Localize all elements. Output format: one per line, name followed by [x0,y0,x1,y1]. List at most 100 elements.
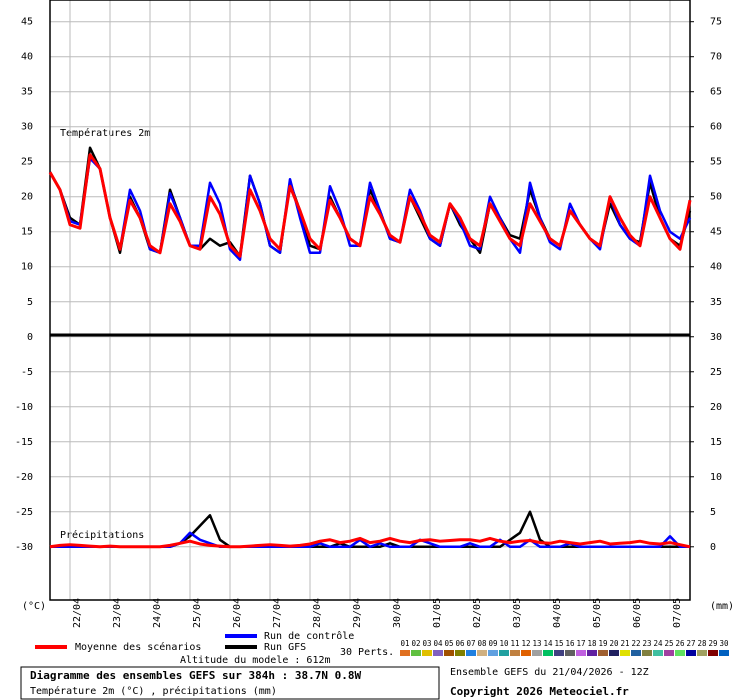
x-tick-label: 27/04 [272,598,283,628]
y-tick-label: 20 [21,192,33,203]
y2-tick-label: 40 [710,262,722,273]
y-tick-label: 0 [27,332,33,343]
y2-tick-label: 50 [710,192,722,203]
x-tick-label: 03/05 [512,598,523,628]
pert-label: 01 [400,639,409,648]
pert-swatch [543,650,553,656]
x-tick-label: 02/05 [472,598,483,628]
pert-swatch [642,650,652,656]
pert-swatch [532,650,542,656]
pert-label: 13 [532,639,541,648]
y2-unit: (mm) [710,601,734,612]
pert-label: 05 [444,639,453,648]
y-tick-label: 10 [21,262,33,273]
y-tick-label: -30 [15,542,33,553]
pert-swatch [565,650,575,656]
footer-box [20,666,440,700]
pert-swatch [609,650,619,656]
pert-label: 12 [521,639,530,648]
y-unit: (°C) [22,601,46,612]
pert-label: 26 [675,639,685,648]
pert-swatch [664,650,674,656]
legend-label: Run GFS [264,642,306,653]
x-tick-label: 30/04 [392,598,403,628]
x-tick-label: 25/04 [192,598,203,628]
pert-label: 24 [653,639,663,648]
y2-tick-label: 70 [710,52,722,63]
pert-label: 07 [466,639,475,648]
temperature-line [48,153,692,258]
pert-label: 15 [554,639,563,648]
pert-swatch [521,650,531,656]
y-tick-label: 30 [21,122,33,133]
precip-line [49,536,691,549]
pert-label: 25 [664,639,673,648]
pert-label: 18 [587,639,597,648]
pert-swatch [631,650,641,656]
footer-title: Diagramme des ensembles GEFS sur 384h : … [30,669,362,682]
y2-tick-label: 45 [710,227,722,238]
pert-label: 03 [422,639,431,648]
legend-label: Run de contrôle [264,630,354,642]
pert-swatch [444,650,454,656]
pert-label: 29 [708,639,717,648]
y-tick-label: 35 [21,87,33,98]
plot-frame [49,0,691,601]
y-tick-label: 15 [21,227,33,238]
pert-label: 28 [697,639,707,648]
pert-label: 30 [719,639,729,648]
pert-swatch [598,650,608,656]
pert-label: 21 [620,639,629,648]
y2-tick-label: 65 [710,87,722,98]
y2-tick-label: 75 [710,17,722,28]
x-tick-label: 07/05 [672,598,683,628]
pert-swatch [488,650,498,656]
x-tick-label: 28/04 [312,598,323,628]
x-tick-label: 06/05 [632,598,643,628]
y2-tick-label: 25 [710,367,722,378]
temp-label: Températures 2m [60,127,150,139]
pert-swatch [433,650,443,656]
pert-swatch [653,650,663,656]
pert-swatch [554,650,564,656]
altitude: Altitude du modele : 612m [180,655,331,666]
pert-swatch [499,650,509,656]
y2-tick-label: 5 [710,507,716,518]
y-tick-label: -10 [15,402,33,413]
pert-swatch [422,650,432,656]
pert-label: 17 [576,639,585,648]
perts-label: 30 Perts. [340,647,394,658]
pert-swatch [719,650,729,656]
y-tick-label: 40 [21,52,33,63]
x-tick-label: 24/04 [152,598,163,628]
pert-swatch [510,650,520,656]
y2-tick-label: 60 [710,122,722,133]
pert-label: 14 [543,639,553,648]
y-tick-label: 5 [27,297,33,308]
pert-label: 11 [510,639,519,648]
y2-tick-label: 30 [710,332,722,343]
y-tick-label: 45 [21,17,33,28]
y-tick-label: 25 [21,157,33,168]
pert-swatch [466,650,476,656]
y-tick-label: -15 [15,437,33,448]
pert-label: 16 [565,639,575,648]
y2-tick-label: 10 [710,472,722,483]
pert-swatch [587,650,597,656]
y2-tick-label: 0 [710,542,716,553]
y2-tick-label: 20 [710,402,722,413]
pert-swatch [400,650,410,656]
x-tick-label: 22/04 [72,598,83,628]
x-tick-label: 01/05 [432,598,443,628]
pert-label: 06 [455,639,465,648]
x-tick-label: 23/04 [112,598,123,628]
pert-swatch [411,650,421,656]
x-tick-label: 04/05 [552,598,563,628]
y-tick-label: -20 [15,472,33,483]
pert-swatch [477,650,487,656]
pert-label: 22 [631,639,640,648]
pert-label: 19 [598,639,607,648]
run-info: Ensemble GEFS du 21/04/2026 - 12Z [450,667,649,678]
